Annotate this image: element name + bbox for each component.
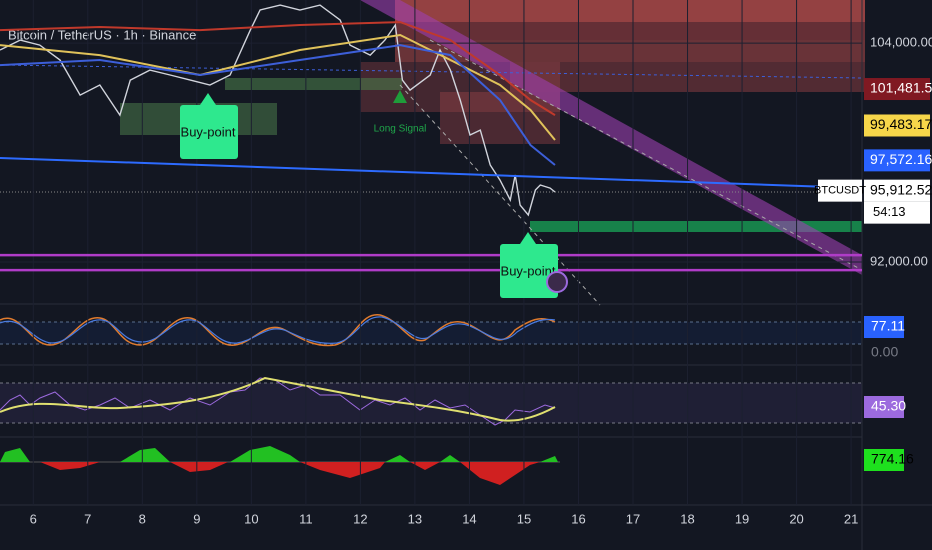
x-tick-label: 15 (517, 511, 531, 526)
annotation: Buy-point (501, 263, 556, 278)
timer-bg (864, 201, 930, 224)
x-tick-label: 7 (84, 511, 91, 526)
series-line (0, 44, 556, 166)
alert-icon (546, 271, 568, 293)
indicator-label-bg (864, 449, 904, 471)
series-line (0, 157, 863, 190)
timer: 54:13 (873, 204, 906, 219)
annotation-box (180, 105, 238, 159)
x-tick-label: 14 (462, 511, 476, 526)
zone (395, 22, 865, 40)
marker (393, 90, 407, 103)
x-tick-label: 18 (680, 511, 694, 526)
zone (530, 221, 862, 232)
indicator-label: 0.00 (871, 344, 898, 360)
symbol-label: BTCUSDT (814, 185, 866, 197)
annotation: Buy-point (181, 124, 236, 139)
trend-line (429, 39, 863, 271)
stoch-d (0, 316, 556, 344)
y-tick-label: 104,000.00 (870, 35, 932, 50)
x-tick-label: 8 (139, 511, 146, 526)
zone (395, 0, 865, 22)
x-tick-label: 19 (735, 511, 749, 526)
price-label: 95,912.52 (870, 181, 932, 197)
price-label: 99,483.17 (870, 116, 932, 132)
chart-title: Bitcoin / TetherUS · 1h · Binance (8, 27, 196, 42)
histogram-negative (40, 462, 540, 485)
price-label-bg (864, 149, 930, 172)
trend-band (360, 0, 862, 275)
x-tick-label: 12 (353, 511, 367, 526)
price-label: 101,481.56 (870, 80, 932, 96)
marker (520, 232, 536, 244)
zone (225, 78, 402, 90)
zones (0, 0, 865, 306)
marker (200, 93, 216, 105)
series-line (0, 4, 556, 217)
x-tick-label: 16 (571, 511, 585, 526)
price-label-bg (864, 78, 930, 101)
indicator-label-bg (864, 396, 904, 418)
trend-line (399, 84, 601, 306)
indicator-label-bg (864, 316, 904, 338)
zone (395, 40, 865, 62)
indicator-label: 77.11 (871, 318, 905, 334)
price-label: 97,572.16 (870, 151, 932, 167)
annotation: Long Signal (374, 124, 427, 135)
series-line (0, 21, 556, 116)
x-tick-label: 21 (844, 511, 858, 526)
band (0, 322, 862, 344)
price-label-bg (864, 179, 930, 202)
indicator-label: 45.30 (871, 398, 906, 414)
x-tick-label: 17 (626, 511, 640, 526)
x-tick-label: 9 (193, 511, 200, 526)
y-tick-label: 92,000.00 (870, 253, 928, 268)
x-tick-label: 6 (30, 511, 37, 526)
histogram-positive (0, 446, 558, 462)
x-tick-label: 10 (244, 511, 258, 526)
indicator-panels (0, 303, 862, 485)
x-tick-label: 11 (299, 511, 313, 526)
symbol-bg (818, 179, 862, 202)
series-line (0, 33, 556, 141)
annotation-box (500, 244, 558, 298)
price-label-bg (864, 114, 930, 137)
x-tick-label: 20 (789, 511, 803, 526)
indicator-label: 774.16 (871, 451, 914, 467)
x-tick-label: 13 (408, 511, 422, 526)
rsi-ma (0, 376, 556, 422)
